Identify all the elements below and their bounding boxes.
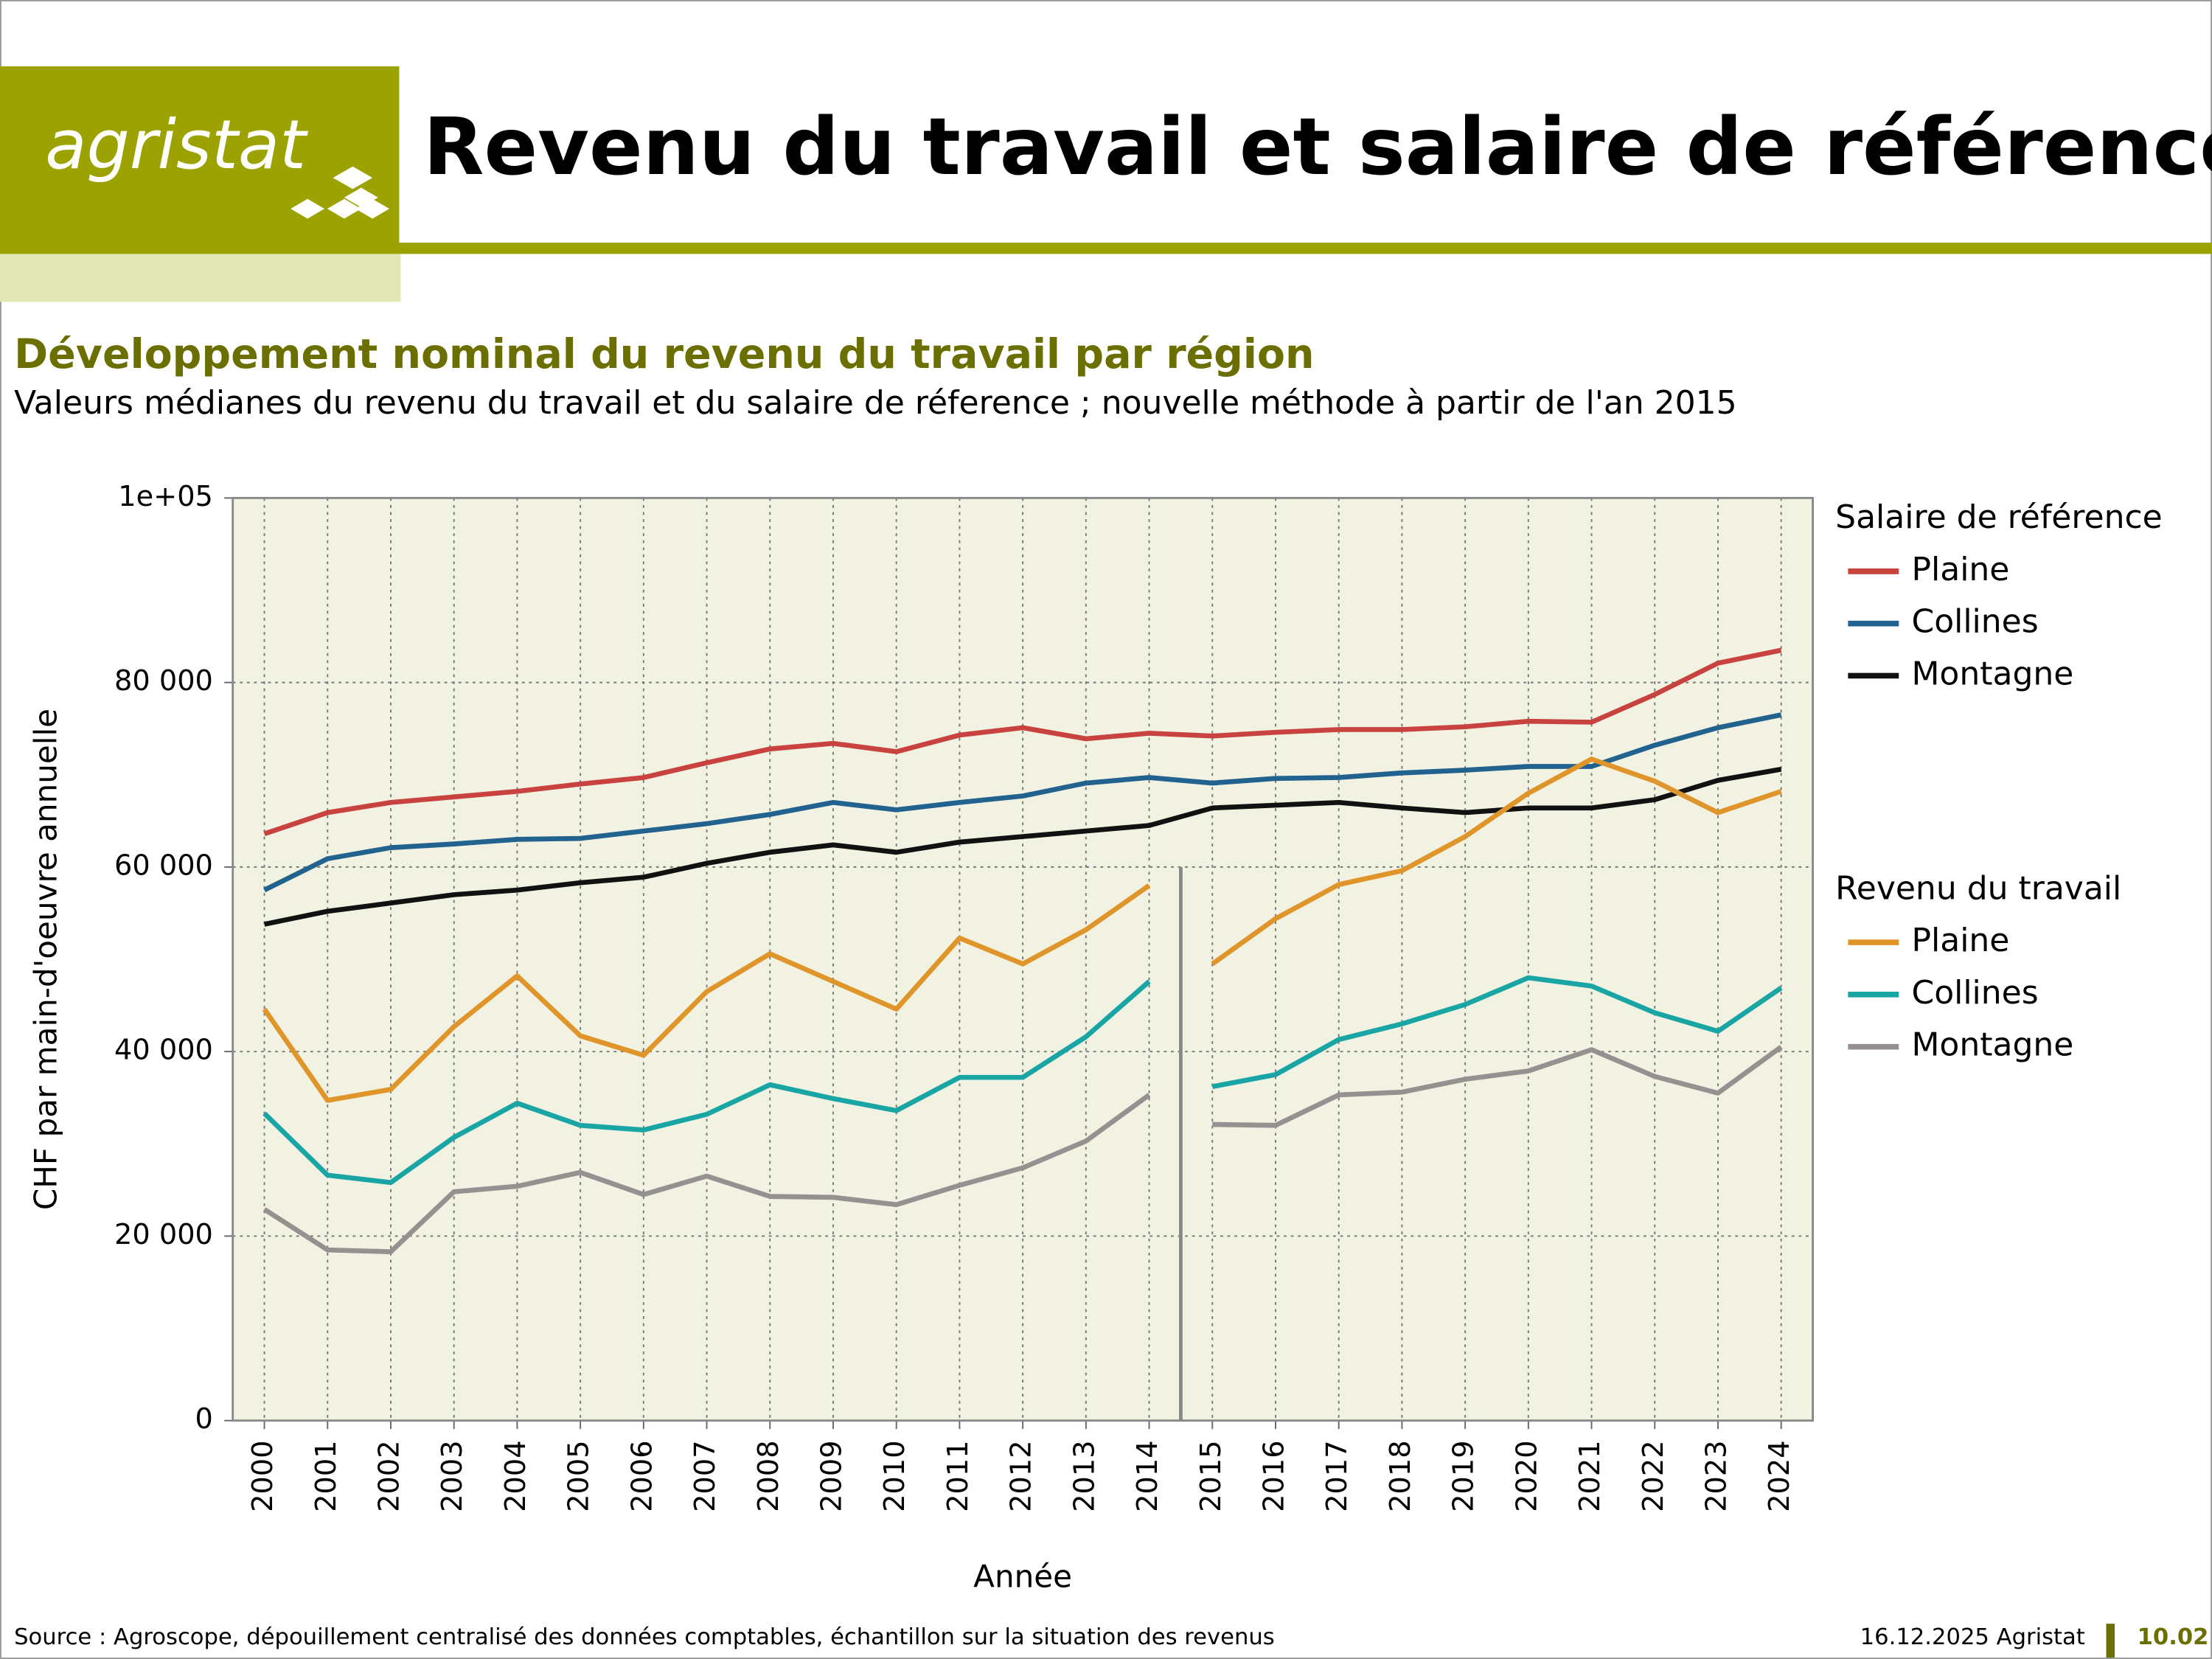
x-tick-label: 2010 — [878, 1440, 911, 1512]
x-tick-label: 2004 — [499, 1440, 532, 1512]
footer-date: 16.12.2025 Agristat — [1860, 1624, 2085, 1650]
series-line — [1211, 757, 1782, 967]
header-rule — [0, 243, 2212, 254]
series-line — [262, 979, 1151, 1186]
legend-label: Plaine — [1911, 922, 2009, 959]
logo-icon — [291, 166, 390, 219]
legend-group-title: Salaire de référence — [1835, 498, 2163, 536]
series-line — [263, 712, 1782, 893]
x-tick-label: 2008 — [752, 1440, 785, 1512]
series-line — [1211, 975, 1783, 1089]
x-tick-label: 2023 — [1700, 1440, 1733, 1512]
y-tick-label: 20 000 — [114, 1218, 213, 1251]
plot: 0 20 000 40 000 60 000 80 000 1e+05 2000 2001 20… — [114, 480, 2163, 1512]
x-tick-label: 2024 — [1763, 1440, 1796, 1512]
legend-label: Montagne — [1911, 1026, 2073, 1064]
x-tick-label: 2021 — [1573, 1440, 1607, 1512]
x-tick-label: 2022 — [1637, 1440, 1670, 1512]
x-tick-label: 2012 — [1005, 1440, 1038, 1512]
x-tick-label: 2002 — [372, 1440, 406, 1512]
x-tick-label: 2003 — [436, 1440, 469, 1512]
x-tick-label: 2016 — [1257, 1440, 1290, 1512]
series-line — [1212, 1045, 1783, 1128]
x-tick-label: 2001 — [310, 1440, 343, 1512]
legend-label: Collines — [1911, 603, 2038, 641]
x-tick-label: 2014 — [1131, 1440, 1164, 1512]
footer-bar — [2106, 1624, 2115, 1658]
x-tick-label: 2009 — [815, 1440, 848, 1512]
y-tick-label: 60 000 — [114, 849, 213, 882]
y-tick-label: 40 000 — [114, 1034, 213, 1067]
plot-frame — [232, 496, 1814, 1422]
x-tick-label: 2007 — [689, 1440, 722, 1512]
chart-title: Développement nominal du revenu du trava… — [14, 331, 1314, 378]
y-tick-label: 1e+05 — [118, 480, 213, 513]
x-tick-label: 2015 — [1194, 1440, 1228, 1512]
x-axis-label: Année — [973, 1558, 1072, 1594]
x-tick-label: 2005 — [563, 1440, 596, 1512]
logo-shadow — [0, 245, 401, 302]
legend-label: Plaine — [1911, 551, 2009, 588]
x-tick-label: 2019 — [1447, 1440, 1481, 1512]
y-tick-label: 80 000 — [114, 664, 213, 698]
series-line — [263, 766, 1782, 927]
legend-group-title: Revenu du travail — [1835, 869, 2121, 907]
logo-text: agristat — [45, 105, 308, 184]
x-tick-label: 2013 — [1068, 1440, 1101, 1512]
page-title: Revenu du travail et salaire de référenc… — [423, 102, 2212, 193]
legend-label: Montagne — [1911, 655, 2073, 692]
logo-box — [0, 66, 400, 246]
series-line — [262, 883, 1151, 1103]
x-tick-label: 2011 — [942, 1440, 975, 1512]
x-tick-label: 2020 — [1510, 1440, 1543, 1512]
legend-label: Collines — [1911, 974, 2038, 1012]
footer-page: 10.02 — [2138, 1624, 2209, 1650]
x-tick-label: 2000 — [246, 1440, 279, 1512]
chart-subtitle: Valeurs médianes du revenu du travail et… — [14, 384, 1737, 422]
x-tick-label: 2006 — [625, 1440, 658, 1512]
y-tick-label: 0 — [195, 1402, 213, 1436]
x-tick-label: 2018 — [1384, 1440, 1417, 1512]
x-tick-label: 2017 — [1321, 1440, 1354, 1512]
footer-source: Source : Agroscope, dépouillement centra… — [14, 1624, 1275, 1650]
series-line — [262, 1093, 1151, 1255]
y-axis-label: CHF par main-d'oeuvre annuelle — [28, 709, 64, 1210]
series-line — [263, 647, 1782, 837]
